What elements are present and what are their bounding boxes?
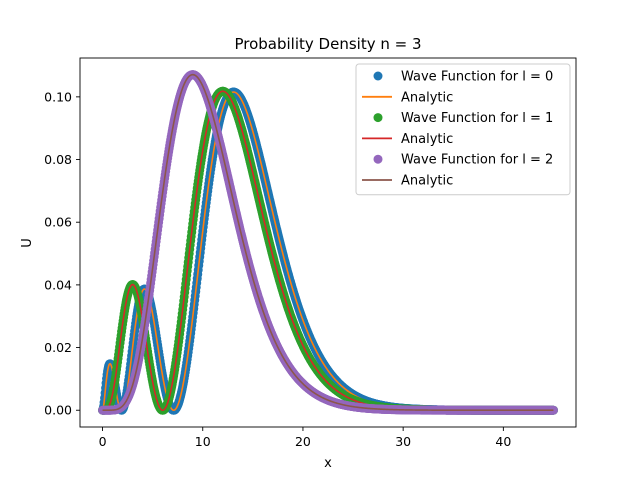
legend-item: Wave Function for l = 0 [373, 70, 553, 85]
legend-marker [373, 113, 383, 123]
legend-label: Wave Function for l = 1 [401, 111, 553, 126]
y-tick-label: 0.10 [44, 89, 72, 104]
y-tick-label: 0.04 [44, 277, 72, 292]
y-axis-label: U [20, 238, 35, 248]
legend-marker [373, 154, 383, 164]
legend-box [355, 63, 571, 196]
legend-label: Analytic [401, 90, 453, 105]
legend-item: Analytic [362, 132, 453, 147]
plot-frame [79, 57, 577, 428]
y-tick-label: 0.06 [44, 215, 72, 230]
x-tick-label: 10 [195, 434, 211, 449]
legend-label: Wave Function for l = 0 [401, 70, 553, 85]
x-tick-label: 30 [395, 434, 411, 449]
x-axis-label: x [324, 456, 332, 471]
legend-label: Wave Function for l = 2 [401, 153, 553, 168]
legend-item: Analytic [362, 90, 453, 105]
y-tick-label: 0.02 [44, 340, 72, 355]
legend: Wave Function for l = 0 Analytic Wave Func… [355, 63, 571, 196]
axes-layer: 0 10 20 30 40 0.00 0.02 0.04 0.06 0.08 0.10 [44, 57, 577, 449]
legend-label: Analytic [401, 132, 453, 147]
legend-label: Analytic [401, 174, 453, 189]
x-tick-label: 40 [495, 434, 511, 449]
data-layer [98, 70, 558, 415]
series-l2-analytic-line [102, 73, 554, 412]
x-tick-label: 0 [99, 434, 107, 449]
legend-marker [373, 71, 383, 81]
x-tick-label: 20 [295, 434, 311, 449]
legend-item: Analytic [362, 174, 453, 189]
y-tick-label: 0.00 [44, 403, 72, 418]
legend-item: Wave Function for l = 2 [373, 153, 553, 168]
y-tick-label: 0.08 [44, 152, 72, 167]
legend-item: Wave Function for l = 1 [373, 111, 553, 126]
chart-title: Probability Density n = 3 [234, 35, 421, 53]
